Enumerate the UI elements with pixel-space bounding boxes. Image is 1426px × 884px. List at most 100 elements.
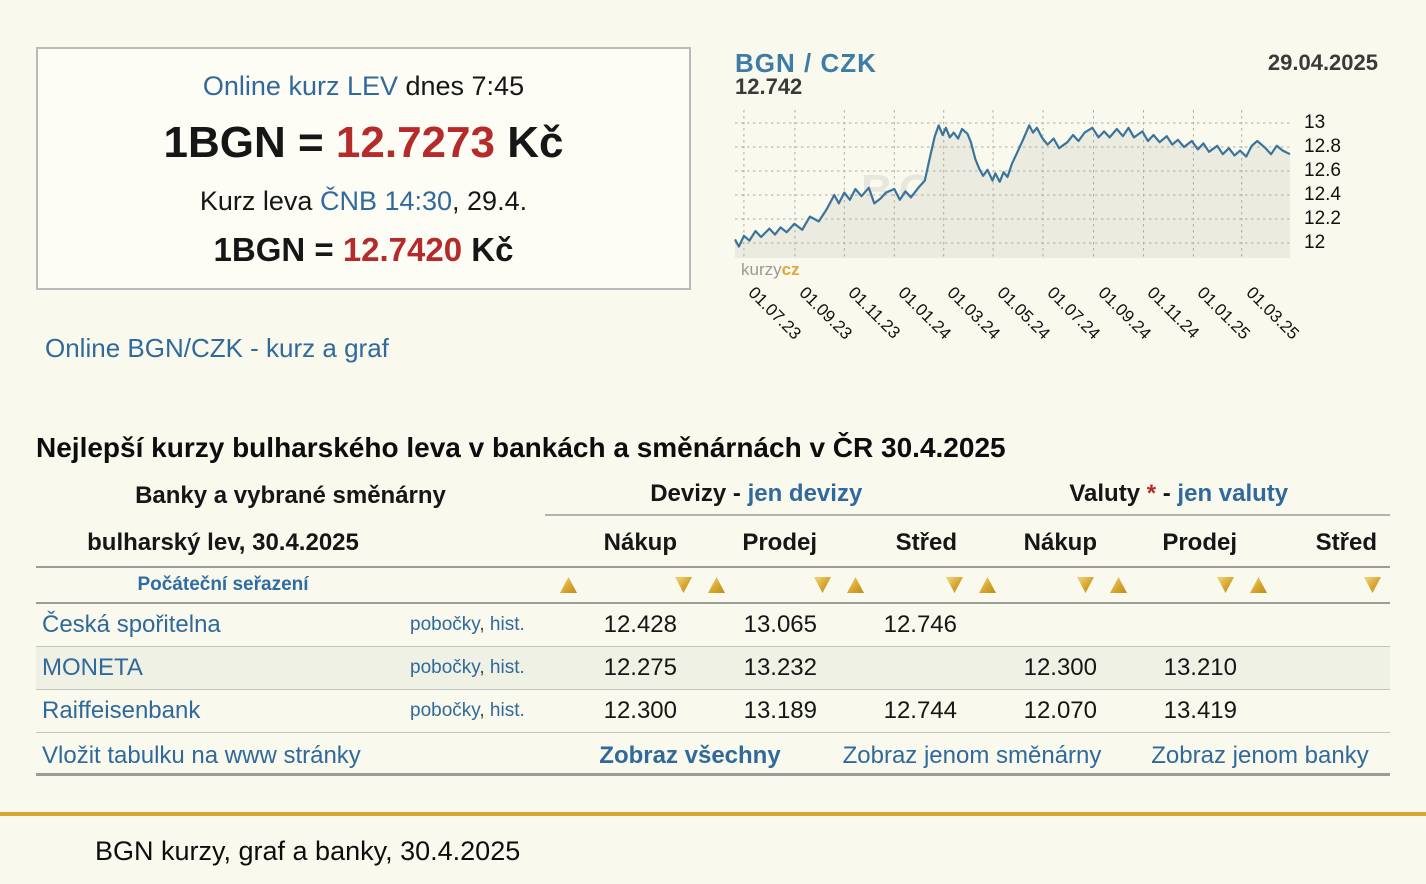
sort-asc-icon[interactable] [560, 577, 577, 593]
cnb-rate-currency: Kč [462, 231, 514, 268]
banks-header: Banky a vybrané směnárny [36, 478, 545, 510]
cnb-rate-line: 1BGN = 12.7420 Kč [38, 231, 689, 269]
y-axis-tick: 12 [1304, 232, 1326, 253]
sort-group-5 [1077, 577, 1127, 593]
cnb-rate-value: 12.7420 [342, 231, 463, 268]
valuty-sep: - [1162, 480, 1178, 507]
sort-desc-icon[interactable] [946, 577, 963, 593]
chart-date: 29.04.2025 [1267, 50, 1378, 75]
group-header-strip: Devizy - jen devizy Valuty * - jen valut… [545, 478, 1390, 516]
y-axis-tick: 12.4 [1304, 184, 1341, 205]
bank-link[interactable]: MONETA [42, 654, 143, 681]
cell-valuty-nakup: 12.070 [1023, 697, 1097, 724]
rate-value: 12.7273 [335, 118, 495, 167]
sort-group-7 [1364, 577, 1381, 593]
x-axis-tick: 01.03.25 [1242, 283, 1303, 344]
sort-desc-icon[interactable] [814, 577, 831, 593]
chart-current-value: 12.742 [735, 74, 803, 99]
jen-valuty-link[interactable]: jen valuty [1177, 480, 1289, 507]
embed-table-link[interactable]: Vložit tabulku na www stránky [42, 742, 361, 769]
sort-desc-icon[interactable] [1364, 577, 1381, 593]
hist-link[interactable]: hist. [489, 614, 525, 635]
table-column-header-row: bulharský lev, 30.4.2025 Nákup Prodej St… [36, 516, 1390, 568]
rate-currency: Kč [494, 118, 564, 167]
sort-asc-icon[interactable] [708, 577, 725, 593]
valuty-star: * [1140, 480, 1163, 507]
show-exchanges-link[interactable]: Zobraz jenom směnárny [842, 742, 1102, 769]
pobocky-link[interactable]: pobočky [410, 657, 480, 678]
cnb-link[interactable]: ČNB 14:30 [319, 186, 453, 216]
sort-group-4 [946, 577, 996, 593]
sort-asc-icon[interactable] [1250, 577, 1267, 593]
link-separator: , [479, 700, 490, 721]
x-axis-tick: 01.01.24 [894, 283, 955, 344]
x-axis-tick: 01.07.23 [744, 283, 805, 344]
cnb-prefix: Kurz leva [199, 186, 320, 216]
bgn-czk-chart: BGN / CZK 12.742 29.04.2025 BGN / CZK 13… [733, 48, 1390, 368]
cell-devizy-prodej: 13.232 [743, 654, 817, 681]
default-sort-link[interactable]: Počáteční seřazení [137, 574, 309, 595]
sort-asc-icon[interactable] [847, 577, 864, 593]
chart-plot[interactable] [734, 110, 1291, 259]
banks-header-line2: bulharský lev, 30.4.2025 [87, 529, 359, 556]
cell-devizy-nakup: 12.275 [603, 654, 677, 681]
cell-valuty-prodej: 13.419 [1163, 697, 1237, 724]
devizy-sep: - [726, 480, 748, 507]
col-header-valuty-nakup: Nákup [1023, 529, 1097, 556]
sort-desc-icon[interactable] [675, 577, 692, 593]
online-rate-line: 1BGN = 12.7273 Kč [38, 118, 689, 168]
cnb-date: , 29.4. [452, 186, 528, 216]
cell-devizy-prodej: 13.189 [743, 697, 817, 724]
col-header-devizy-prodej: Prodej [742, 529, 817, 556]
pobocky-link[interactable]: pobočky [410, 700, 480, 721]
x-axis-tick: 01.05.24 [993, 283, 1054, 344]
pobocky-link[interactable]: pobočky [410, 614, 480, 635]
page-title: Nejlepší kurzy bulharského leva v bankác… [36, 432, 1006, 463]
cnb-rate-prefix: 1BGN = [213, 231, 343, 268]
kurzy-cz-logo: kurzycz [741, 260, 800, 280]
link-separator: , [479, 614, 490, 635]
col-header-valuty-prodej: Prodej [1162, 529, 1237, 556]
exchange-rates-table: Banky a vybrané směnárny Devizy - jen de… [36, 478, 1390, 776]
hist-link[interactable]: hist. [489, 700, 525, 721]
cell-valuty-prodej: 13.210 [1163, 654, 1237, 681]
sort-desc-icon[interactable] [1217, 577, 1234, 593]
online-kurz-lev-link[interactable]: Online kurz LEV [202, 71, 398, 101]
x-axis-tick: 01.11.23 [844, 283, 904, 343]
sort-group-6 [1217, 577, 1267, 593]
hist-link[interactable]: hist. [489, 657, 525, 678]
cz-logo-text: cz [781, 260, 800, 279]
sort-asc-icon[interactable] [1110, 577, 1127, 593]
cell-valuty-nakup: 12.300 [1023, 654, 1097, 681]
show-all-link[interactable]: Zobraz všechny [599, 742, 781, 769]
sort-asc-icon[interactable] [979, 577, 996, 593]
online-bgn-czk-graph-link[interactable]: Online BGN/CZK - kurz a graf [45, 333, 389, 363]
valuty-group-header: Valuty * - jen valuty [968, 478, 1391, 514]
banks-header-line1: Banky a vybrané směnárny [135, 482, 446, 509]
rate-prefix: 1BGN = [163, 118, 336, 167]
x-axis-tick: 01.09.23 [795, 283, 856, 344]
bank-link[interactable]: Raiffeisenbank [42, 697, 201, 724]
y-axis-tick: 12.6 [1304, 160, 1341, 181]
cell-devizy-nakup: 12.300 [603, 697, 677, 724]
col-header-devizy-stred: Střed [895, 529, 957, 556]
table-row-ceska-sporitelna: Česká spořitelna pobočky, hist. 12.428 1… [36, 604, 1390, 647]
x-axis-tick: 01.01.25 [1193, 283, 1254, 344]
col-header-devizy-nakup: Nákup [603, 529, 677, 556]
table-footer-links-row: Vložit tabulku na www stránky Zobraz vše… [36, 733, 1390, 776]
online-rate-box: Online kurz LEV dnes 7:45 1BGN = 12.7273… [36, 47, 691, 290]
link-separator: , [479, 657, 490, 678]
chart-pair-title: BGN / CZK [735, 48, 877, 78]
x-axis-tick: 01.03.24 [943, 283, 1004, 344]
bank-link[interactable]: Česká spořitelna [42, 611, 221, 638]
cell-devizy-stred: 12.746 [883, 611, 957, 638]
table-row-moneta: MONETA pobočky, hist. 12.275 13.232 12.3… [36, 647, 1390, 690]
sort-desc-icon[interactable] [1077, 577, 1094, 593]
footer-breadcrumb: BGN kurzy, graf a banky, 30.4.2025 [95, 836, 521, 866]
jen-devizy-link[interactable]: jen devizy [747, 480, 863, 507]
show-banks-link[interactable]: Zobraz jenom banky [1151, 742, 1369, 769]
sort-group-2 [675, 577, 725, 593]
cell-devizy-nakup: 12.428 [603, 611, 677, 638]
online-rate-title: Online kurz LEV dnes 7:45 [38, 71, 689, 102]
